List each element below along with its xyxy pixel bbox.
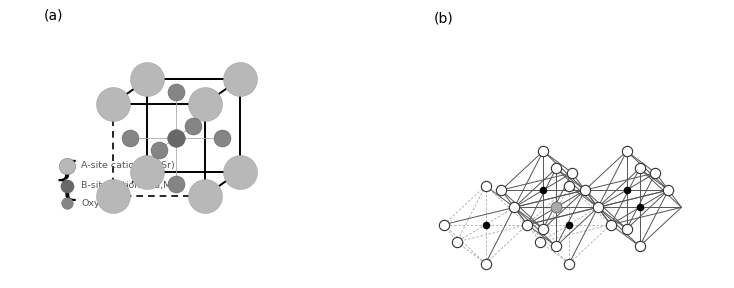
- Point: [605, 222, 617, 227]
- Text: (a): (a): [44, 9, 63, 23]
- Text: A-site cation (La,Sr): A-site cation (La,Sr): [81, 161, 175, 170]
- Point: [170, 181, 182, 186]
- Point: [199, 194, 211, 198]
- Point: [633, 244, 645, 249]
- Point: [61, 183, 73, 188]
- Point: [199, 101, 211, 106]
- Point: [633, 166, 645, 171]
- Point: [170, 135, 182, 140]
- Point: [480, 261, 492, 266]
- Point: [592, 205, 604, 210]
- Point: [61, 163, 73, 168]
- Text: {: {: [52, 160, 81, 203]
- Point: [107, 194, 119, 198]
- Point: [438, 222, 450, 227]
- Point: [563, 222, 575, 227]
- Point: [509, 205, 520, 210]
- Point: [142, 169, 153, 174]
- Point: [537, 149, 549, 154]
- Point: [621, 227, 633, 231]
- Text: B-site cation (Ga,Mg): B-site cation (Ga,Mg): [81, 181, 181, 190]
- Point: [621, 188, 633, 192]
- Point: [107, 101, 119, 106]
- Point: [633, 205, 645, 210]
- Point: [563, 261, 575, 266]
- Point: [566, 170, 578, 175]
- Text: (b): (b): [434, 12, 454, 26]
- Point: [142, 77, 153, 82]
- Point: [621, 149, 633, 154]
- Point: [521, 222, 533, 227]
- Point: [579, 188, 591, 192]
- Point: [153, 147, 164, 152]
- Point: [217, 135, 228, 140]
- Point: [451, 240, 462, 244]
- Text: Oxygen: Oxygen: [81, 198, 117, 208]
- Point: [550, 205, 562, 210]
- Point: [550, 166, 562, 171]
- Point: [480, 183, 492, 188]
- Point: [650, 170, 661, 175]
- Point: [537, 188, 549, 192]
- Point: [480, 222, 492, 227]
- Point: [233, 77, 245, 82]
- Point: [233, 169, 245, 174]
- Point: [170, 89, 182, 94]
- Point: [563, 183, 575, 188]
- Point: [550, 244, 562, 249]
- Point: [550, 205, 562, 210]
- Point: [537, 227, 549, 231]
- Point: [534, 240, 546, 244]
- Point: [188, 123, 200, 128]
- Point: [495, 188, 507, 192]
- Point: [124, 135, 136, 140]
- Point: [663, 188, 675, 192]
- Point: [61, 201, 73, 205]
